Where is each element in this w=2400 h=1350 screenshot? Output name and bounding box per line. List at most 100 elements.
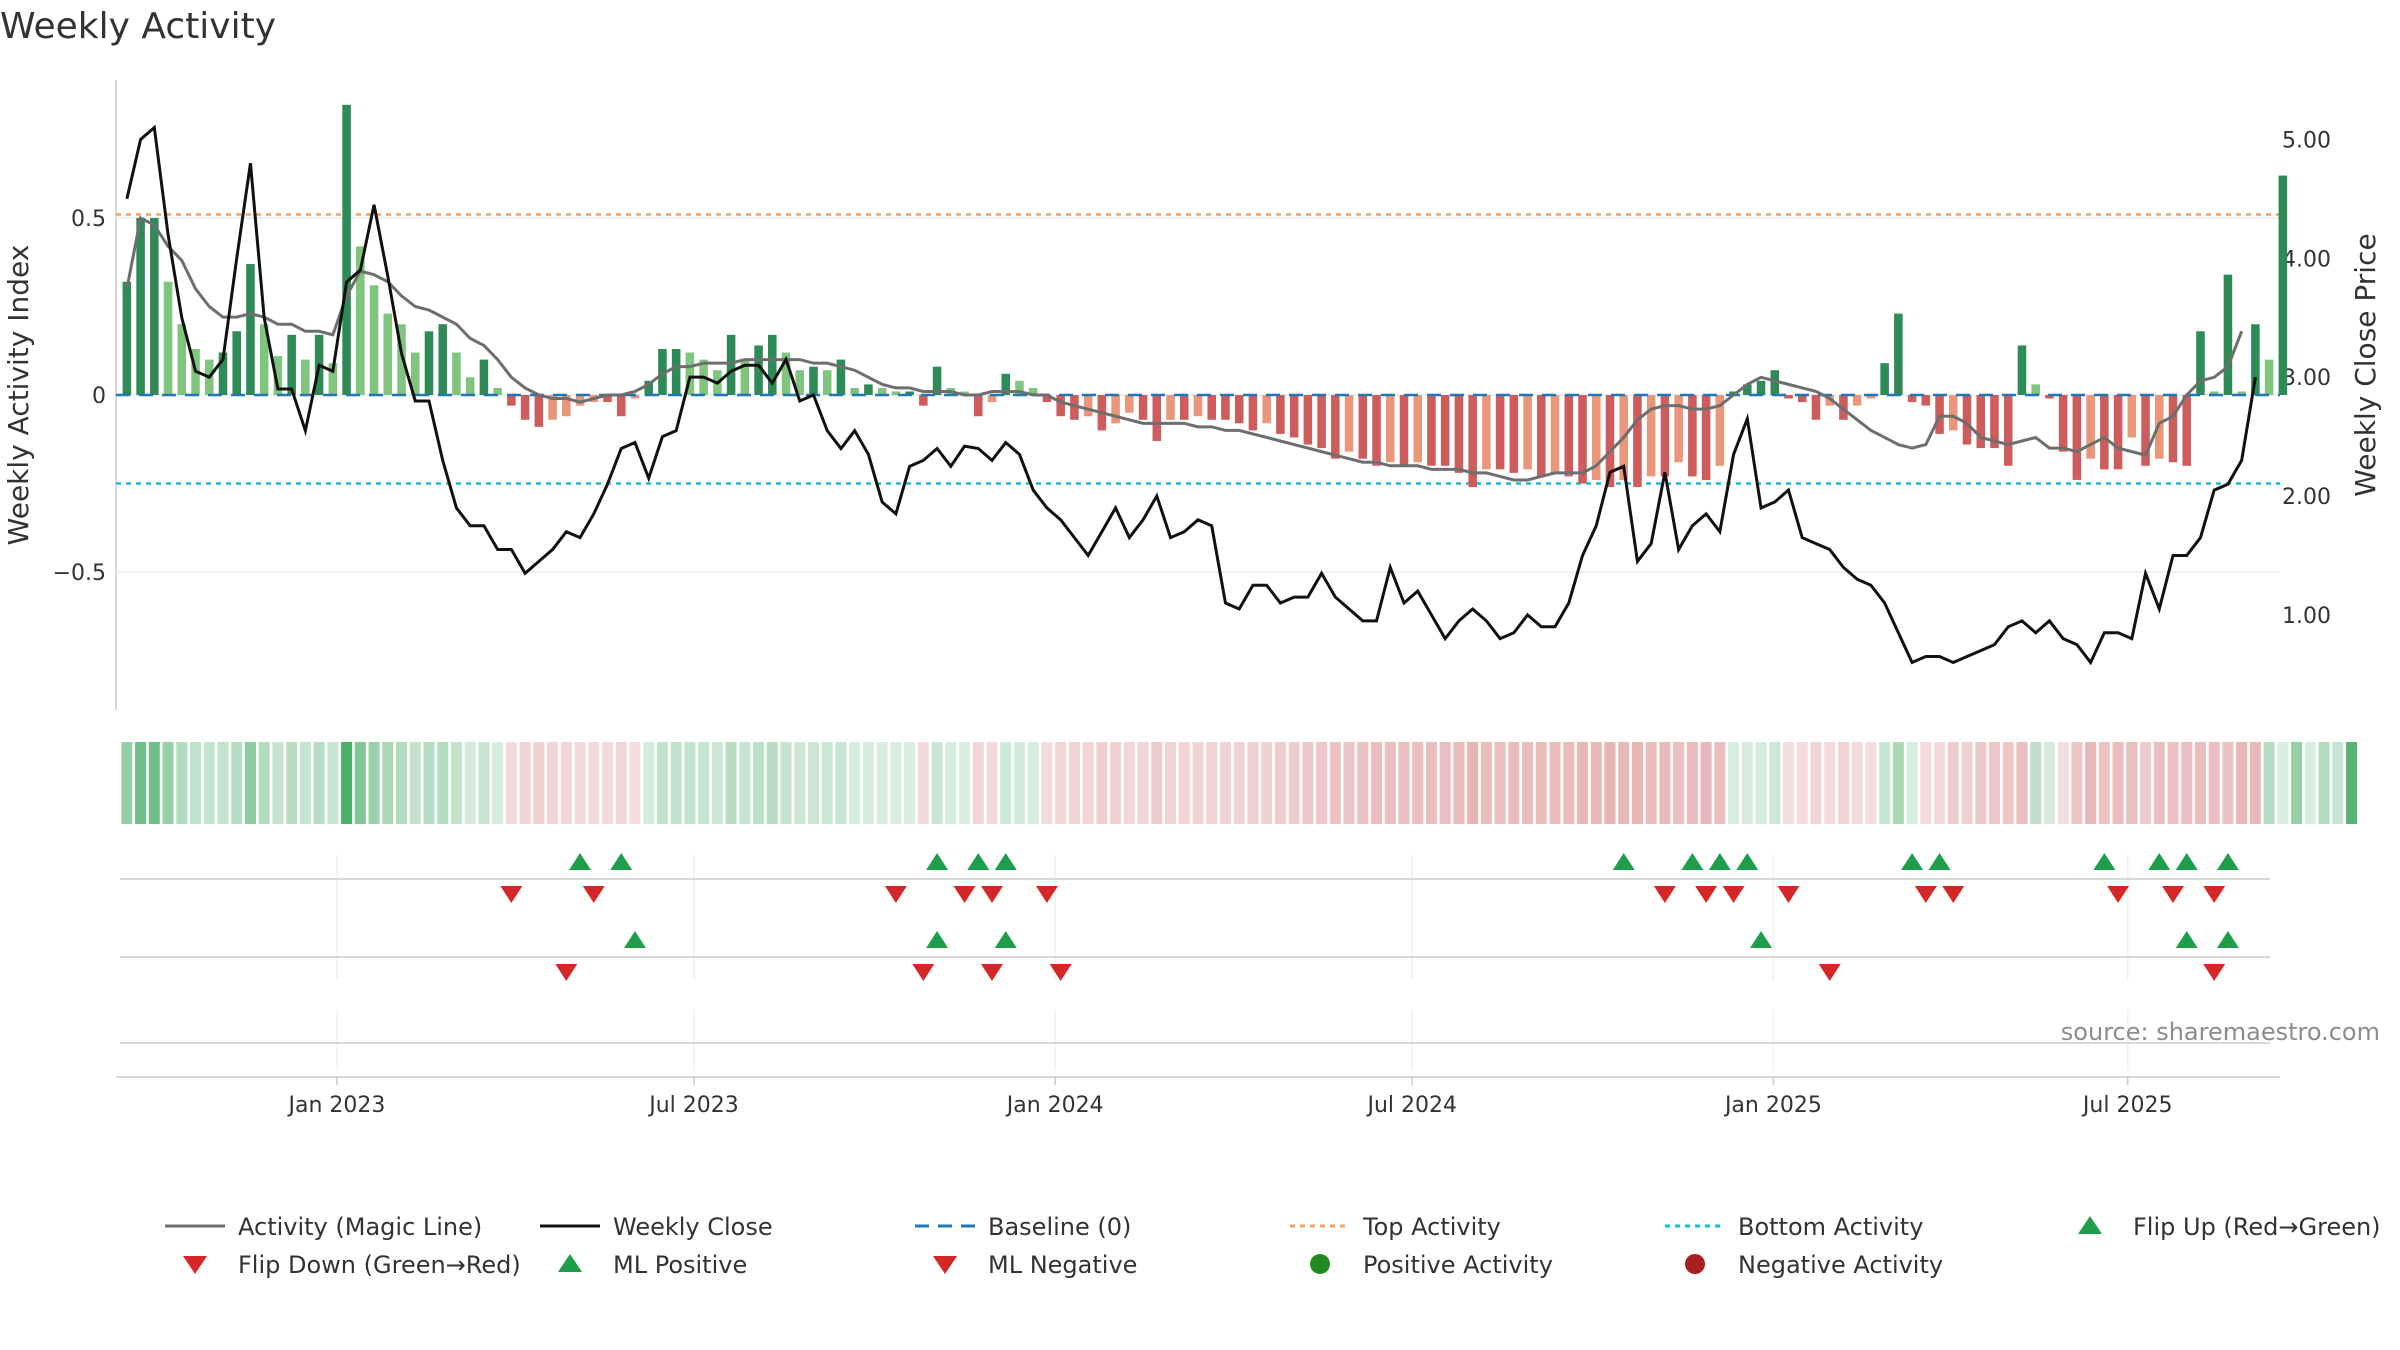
activity-bar <box>1042 395 1052 403</box>
heat-cell <box>327 742 339 824</box>
heat-cell <box>1219 742 1231 824</box>
activity-bar <box>1358 395 1368 459</box>
heat-cell <box>670 742 682 824</box>
activity-bar <box>1331 395 1340 459</box>
flip-down-marker <box>1722 886 1745 903</box>
activity-bar <box>369 285 379 395</box>
activity-bar <box>1852 395 1862 406</box>
heat-cell <box>574 742 586 824</box>
heat-cell <box>904 742 916 824</box>
activity-bar <box>1701 395 1711 480</box>
heat-cell <box>1206 742 1218 824</box>
legend-label: Activity (Magic Line) <box>238 1213 482 1241</box>
heat-cell <box>1590 742 1602 824</box>
heat-cell <box>368 742 380 824</box>
activity-bar <box>1248 395 1258 431</box>
flip-down-marker <box>500 886 523 903</box>
activity-bar <box>287 334 296 395</box>
heat-cell <box>1178 742 1190 824</box>
heat-cell <box>1851 742 1863 824</box>
heat-cell <box>492 742 504 824</box>
heat-cell <box>1988 742 2000 824</box>
activity-bar <box>987 395 997 403</box>
heat-cell <box>615 742 627 824</box>
activity-bar <box>177 324 187 395</box>
heat-cell <box>1920 742 1932 824</box>
legend-item-top: Top Activity <box>1290 1213 1501 1241</box>
activity-bar <box>232 331 241 395</box>
flip-down-marker <box>2107 886 2130 903</box>
heat-cell <box>560 742 572 824</box>
activity-bar <box>671 348 681 395</box>
flip-up-marker <box>1708 853 1731 870</box>
heat-cell <box>1728 742 1740 824</box>
legend-swatch-up <box>558 1254 582 1272</box>
activity-bar <box>905 391 914 395</box>
flip-down-marker <box>1914 886 1937 903</box>
heat-cell <box>1274 742 1286 824</box>
heat-cell <box>849 742 861 824</box>
heat-cell <box>1357 742 1369 824</box>
activity-bar <box>932 366 942 395</box>
heat-cell <box>1755 742 1767 824</box>
heat-cell <box>1233 742 1245 824</box>
heat-cell <box>1535 742 1547 824</box>
activity-bar <box>2251 324 2260 395</box>
heat-cell <box>1165 742 1177 824</box>
activity-bar <box>534 395 544 427</box>
heat-cell <box>2181 742 2193 824</box>
legend-item-flipdown: Flip Down (Green→Red) <box>183 1251 521 1279</box>
activity-bar <box>685 352 695 395</box>
activity-bar <box>1564 395 1574 477</box>
heat-cell <box>1686 742 1698 824</box>
heat-cell <box>725 742 737 824</box>
activity-bar <box>1976 395 1986 449</box>
legend-swatch-neg <box>1685 1254 1705 1274</box>
activity-bar <box>974 395 983 417</box>
ml-positive-marker <box>2216 931 2239 948</box>
activity-bar <box>2072 395 2082 480</box>
heat-cell <box>959 742 971 824</box>
activity-bar <box>1111 395 1120 424</box>
heat-cell <box>588 742 600 824</box>
heat-cell <box>1151 742 1163 824</box>
ml-negative-marker <box>2203 964 2226 981</box>
activity-bar <box>1509 395 1519 473</box>
heat-cell <box>1412 742 1424 824</box>
heat-cell <box>1027 742 1039 824</box>
activity-bar <box>1056 395 1065 417</box>
heat-cell <box>1769 742 1781 824</box>
activity-bar <box>1921 395 1931 406</box>
ml-positive-marker <box>2175 931 2198 948</box>
heat-cell <box>643 742 655 824</box>
activity-bar <box>1262 395 1271 424</box>
activity-bar <box>1935 395 1944 434</box>
heat-cell <box>423 742 435 824</box>
activity-bar <box>1962 395 1972 445</box>
left-tick-label: 0.5 <box>71 207 106 232</box>
activity-bar <box>1688 395 1697 477</box>
ml-positive-marker <box>623 931 646 948</box>
heat-cell <box>1110 742 1122 824</box>
heat-cell <box>148 742 160 824</box>
activity-bar <box>1523 395 1532 470</box>
heat-cell <box>1618 742 1630 824</box>
heat-cell <box>1700 742 1712 824</box>
activity-bar <box>507 395 516 406</box>
activity-bar <box>1413 395 1422 463</box>
ml-positive-marker <box>994 931 1017 948</box>
heat-cell <box>2277 742 2289 824</box>
activity-bar <box>150 218 159 395</box>
activity-bar <box>644 380 653 395</box>
heat-cell <box>162 742 174 824</box>
activity-bar <box>520 395 530 420</box>
heat-cell <box>299 742 311 824</box>
heat-cell <box>2057 742 2069 824</box>
activity-bar <box>1784 395 1793 399</box>
ml-negative-marker <box>555 964 578 981</box>
heat-cell <box>121 742 133 824</box>
activity-bar <box>1770 370 1780 395</box>
legend-item-flipup: Flip Up (Red→Green) <box>2078 1213 2381 1241</box>
heat-cell <box>1439 742 1451 824</box>
